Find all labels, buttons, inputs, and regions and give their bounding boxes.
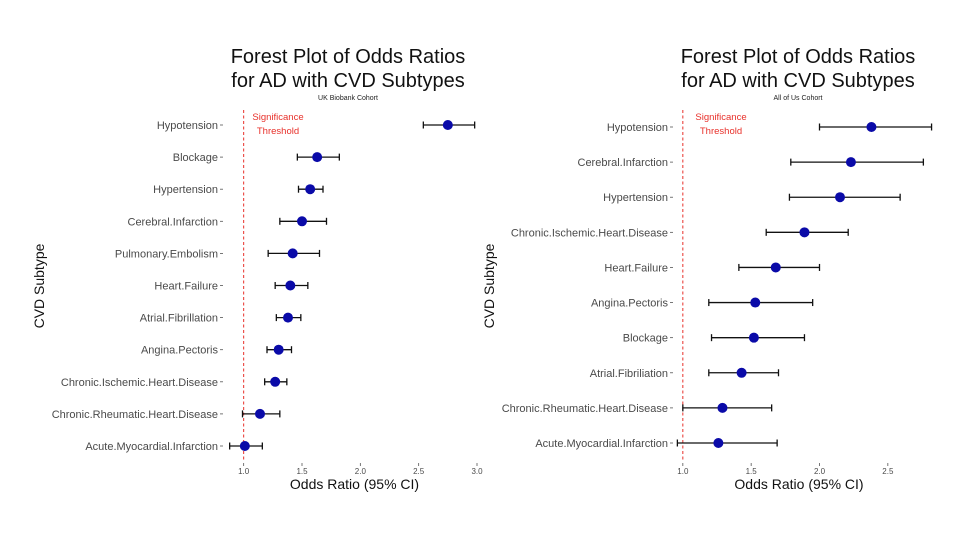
x-tick-label: 2.0 (355, 467, 367, 476)
category-label: Angina.Pectoris (141, 345, 219, 357)
x-axis-title: Odds Ratio (95% CI) (290, 476, 419, 492)
x-axis-title: Odds Ratio (95% CI) (734, 476, 863, 492)
odds-ratio-point (285, 280, 296, 291)
significance-threshold-label: Threshold (257, 126, 299, 137)
x-tick-label: 3.0 (471, 467, 483, 476)
category-label: Cerebral.Infarction (578, 157, 669, 169)
forest-row: Chronic.Ischemic.Heart.Disease (511, 227, 849, 239)
x-tick-label: 2.5 (413, 467, 425, 476)
odds-ratio-point (270, 376, 281, 387)
x-tick-label: 1.0 (677, 467, 689, 476)
category-label: Chronic.Ischemic.Heart.Disease (61, 377, 218, 389)
odds-ratio-point (748, 332, 759, 343)
category-label: Blockage (623, 333, 668, 345)
chart-subtitle: UK Biobank Cohort (318, 95, 378, 102)
category-label: Hypertension (153, 184, 218, 196)
x-tick-label: 2.0 (814, 467, 826, 476)
odds-ratio-point (717, 402, 728, 413)
category-label: Acute.Myocardial.Infarction (85, 441, 218, 453)
odds-ratio-point (845, 157, 856, 168)
odds-ratio-point (283, 312, 293, 323)
forest-row: Hypertension (153, 184, 324, 196)
forest-row: Heart.Failure (604, 262, 821, 274)
odds-ratio-point (866, 122, 877, 132)
forest-row: Blockage (173, 152, 340, 164)
odds-ratio-point (770, 262, 781, 273)
x-tick-label: 2.5 (882, 467, 894, 476)
odds-ratio-point (312, 152, 323, 163)
forest-row: Chronic.Ischemic.Heart.Disease (61, 376, 288, 389)
category-label: Acute.Myocardial.Infarction (535, 438, 668, 450)
forest-row: Angina.Pectoris (591, 297, 814, 310)
y-axis-title: CVD Subtype (481, 243, 497, 328)
odds-ratio-point (305, 184, 316, 195)
chart-subtitle: All of Us Cohort (773, 95, 822, 102)
category-label: Pulmonary.Embolism (115, 248, 218, 260)
odds-ratio-point (713, 438, 724, 448)
forest-row: Hypotension (157, 120, 476, 132)
forest-row: Angina.Pectoris (141, 344, 293, 357)
forest-row: Heart.Failure (154, 280, 309, 293)
category-label: Hypertension (603, 192, 668, 204)
chart-title-line-2: for AD with CVD Subtypes (681, 70, 914, 92)
category-label: Atrial.Fibriliation (590, 368, 668, 380)
forest-row: Pulmonary.Embolism (115, 248, 321, 260)
category-label: Blockage (173, 152, 218, 164)
category-label: Hypotension (607, 122, 668, 134)
category-label: Atrial.Fibrillation (140, 313, 218, 325)
significance-threshold-label: Significance (695, 112, 746, 123)
category-label: Chronic.Rheumatic.Heart.Disease (52, 409, 218, 421)
category-label: Chronic.Rheumatic.Heart.Disease (502, 403, 668, 415)
forest-row: Cerebral.Infarction (578, 157, 925, 169)
forest-row: Chronic.Rheumatic.Heart.Disease (502, 402, 773, 415)
x-tick-label: 1.0 (238, 467, 250, 476)
forest-row: Chronic.Rheumatic.Heart.Disease (52, 408, 281, 421)
forest-row: Atrial.Fibriliation (590, 367, 780, 380)
odds-ratio-point (287, 248, 298, 259)
category-label: Chronic.Ischemic.Heart.Disease (511, 227, 668, 239)
odds-ratio-point (442, 120, 453, 130)
odds-ratio-point (736, 367, 747, 378)
odds-ratio-point (750, 297, 761, 308)
chart-title-line-2: for AD with CVD Subtypes (231, 70, 464, 92)
category-label: Angina.Pectoris (591, 298, 669, 310)
odds-ratio-point (255, 408, 265, 419)
odds-ratio-point (273, 344, 284, 355)
category-label: Heart.Failure (604, 262, 668, 274)
forest-row: Hypertension (603, 192, 901, 204)
odds-ratio-point (835, 192, 845, 203)
forest-row: Acute.Myocardial.Infarction (85, 441, 263, 453)
odds-ratio-point (239, 441, 250, 451)
category-label: Cerebral.Infarction (128, 216, 219, 228)
significance-threshold-label: Significance (252, 112, 303, 123)
chart-title-line-1: Forest Plot of Odds Ratios (231, 46, 466, 68)
x-tick-label: 1.5 (746, 467, 758, 476)
y-axis-title: CVD Subtype (31, 243, 47, 328)
significance-threshold-label: Threshold (700, 126, 742, 137)
forest-row: Cerebral.Infarction (128, 216, 328, 228)
category-label: Hypotension (157, 120, 218, 132)
forest-row: Hypotension (607, 122, 933, 134)
chart-title-line-1: Forest Plot of Odds Ratios (681, 46, 916, 68)
odds-ratio-point (297, 216, 307, 227)
x-tick-label: 1.5 (296, 467, 308, 476)
forest-row: Acute.Myocardial.Infarction (535, 438, 778, 450)
forest-row: Blockage (623, 332, 806, 345)
category-label: Heart.Failure (154, 281, 218, 293)
odds-ratio-point (799, 227, 810, 238)
forest-row: Atrial.Fibrillation (140, 312, 302, 325)
